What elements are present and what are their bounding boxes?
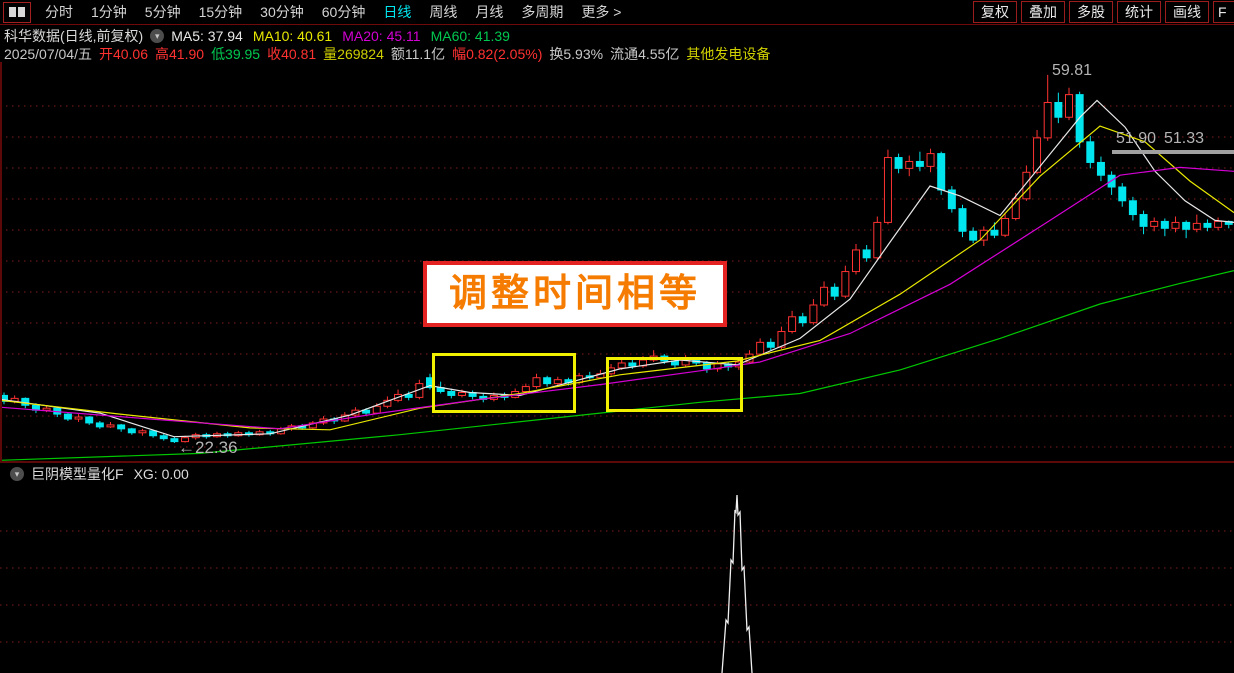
- ma60-value: MA60: 41.39: [430, 27, 510, 44]
- period-tab-weekly[interactable]: 周线: [429, 4, 458, 20]
- low-price-label: ←22.36: [178, 438, 238, 457]
- overlay-button[interactable]: 叠加: [1021, 1, 1065, 23]
- multi-stock-button[interactable]: 多股: [1069, 1, 1113, 23]
- chart-left-edge: [0, 62, 2, 461]
- quote-volume: 量269824: [323, 45, 384, 62]
- ma5-value: MA5: 37.94: [171, 27, 243, 44]
- line-price-label-1: 51.90: [1116, 130, 1157, 147]
- period-tab-30min[interactable]: 30分钟: [260, 4, 304, 20]
- period-tab-fenshi[interactable]: 分时: [45, 4, 73, 20]
- quote-open: 开40.06: [98, 45, 149, 62]
- quote-high: 高41.90: [155, 45, 205, 62]
- quote-date: 2025/07/04/五: [4, 45, 92, 62]
- highlight-box-1: [432, 353, 576, 413]
- chevron-down-icon[interactable]: ▾: [150, 28, 165, 43]
- period-toolbar: 分时 1分钟 5分钟 15分钟 30分钟 60分钟 日线 周线 月线 多周期 更…: [0, 0, 1234, 25]
- period-tab-multi[interactable]: 多周期: [521, 4, 564, 20]
- high-price-label: 59.81: [1052, 62, 1093, 79]
- quote-turnover: 换5.93%: [549, 45, 604, 62]
- ma20-value: MA20: 45.11: [342, 27, 421, 44]
- annotation-note: 调整时间相等: [423, 261, 727, 327]
- quote-float-shares: 流通4.55亿: [610, 45, 680, 62]
- quote-amount: 额11.1亿: [390, 45, 446, 62]
- panel-divider: [0, 461, 1234, 463]
- xg-value: XG: 0.00: [133, 466, 189, 482]
- f-button[interactable]: F: [1213, 1, 1234, 23]
- stock-title: 科华数据(日线,前复权): [4, 27, 144, 44]
- period-tab-15min[interactable]: 15分钟: [198, 4, 243, 20]
- quote-bar: 2025/07/04/五 开40.06 高41.90 低39.95 收40.81…: [4, 45, 770, 62]
- period-tab-more[interactable]: 更多 >: [581, 4, 622, 20]
- chevron-down-icon[interactable]: ▾: [10, 467, 24, 481]
- period-tab-monthly[interactable]: 月线: [475, 4, 504, 20]
- quote-change: 幅0.82(2.05%): [452, 45, 543, 62]
- fuquan-button[interactable]: 复权: [973, 1, 1017, 23]
- ma10-value: MA10: 40.61: [252, 27, 333, 44]
- period-tab-1min[interactable]: 1分钟: [91, 4, 127, 20]
- draw-line-button[interactable]: 画线: [1165, 1, 1209, 23]
- sub-indicator-title: 巨阴模型量化F: [31, 466, 124, 482]
- quote-industry: 其他发电设备: [686, 45, 771, 62]
- highlight-box-2: [606, 357, 743, 412]
- stock-info-bar: 科华数据(日线,前复权) ▾ MA5: 37.94 MA10: 40.61 MA…: [4, 27, 520, 44]
- period-tab-5min[interactable]: 5分钟: [144, 4, 181, 20]
- period-tab-60min[interactable]: 60分钟: [321, 4, 366, 20]
- line-price-label-2: 51.33: [1164, 130, 1205, 147]
- quote-close: 收40.81: [267, 45, 317, 62]
- quote-low: 低39.95: [211, 45, 261, 62]
- statistics-button[interactable]: 统计: [1117, 1, 1161, 23]
- period-tab-daily[interactable]: 日线: [383, 4, 412, 20]
- sub-indicator-bar: ▾ 巨阴模型量化F XG: 0.00: [3, 465, 189, 483]
- layout-grid-icon[interactable]: [3, 1, 31, 23]
